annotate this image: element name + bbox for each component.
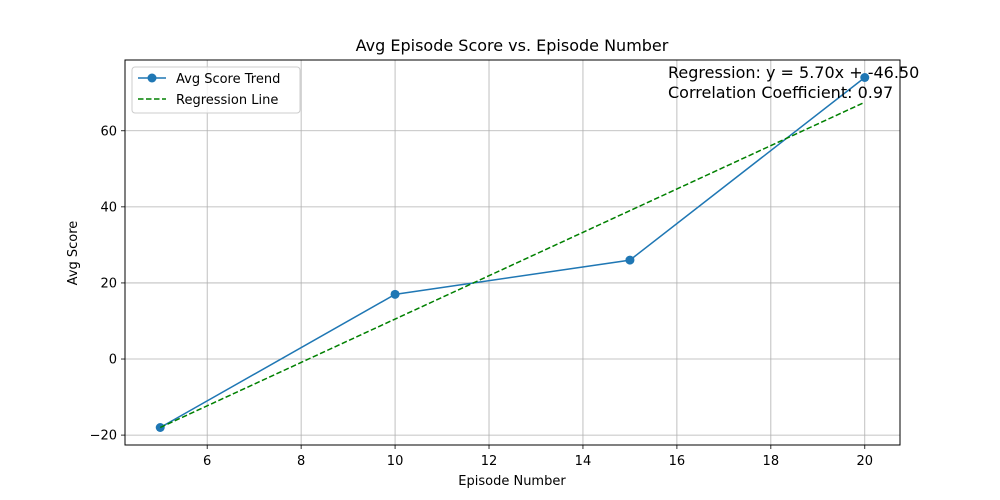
regression-equation-annotation: Regression: y = 5.70x + -46.50 <box>668 63 919 82</box>
correlation-annotation: Correlation Coefficient: 0.97 <box>668 83 893 102</box>
y-tick-label: −20 <box>90 429 117 444</box>
axis-ticks: 6 8 10 12 14 16 18 20 −20 0 20 40 60 <box>90 124 873 469</box>
x-tick-label: 12 <box>481 454 498 469</box>
x-axis-label: Episode Number <box>458 474 566 489</box>
legend: Avg Score Trend Regression Line <box>131 66 301 114</box>
x-tick-label: 14 <box>575 454 592 469</box>
x-tick-label: 10 <box>387 454 404 469</box>
grid <box>125 60 900 445</box>
legend-box <box>131 66 301 114</box>
legend-label-avg-score-trend: Avg Score Trend <box>176 72 280 87</box>
plot-series <box>155 73 870 432</box>
y-tick-label: 0 <box>109 353 117 368</box>
data-point-avg-score-trend <box>390 289 400 299</box>
x-tick-label: 6 <box>203 454 211 469</box>
y-tick-label: 40 <box>100 200 117 215</box>
y-tick-label: 20 <box>100 276 117 291</box>
chart-title: Avg Episode Score vs. Episode Number <box>356 36 669 55</box>
legend-label-regression-line: Regression Line <box>176 93 278 108</box>
x-tick-label: 16 <box>669 454 686 469</box>
y-axis-label: Avg Score <box>66 221 81 286</box>
x-tick-label: 8 <box>297 454 305 469</box>
x-tick-label: 20 <box>856 454 873 469</box>
data-point-avg-score-trend <box>625 255 635 265</box>
y-tick-label: 60 <box>100 124 117 139</box>
legend-marker-avg-score-trend <box>147 73 157 83</box>
plot-frame <box>124 59 901 446</box>
x-tick-label: 18 <box>763 454 780 469</box>
data-point-avg-score-trend <box>860 73 870 82</box>
series-line-regression-line <box>159 101 866 429</box>
series-line-avg-score-trend <box>159 76 866 429</box>
